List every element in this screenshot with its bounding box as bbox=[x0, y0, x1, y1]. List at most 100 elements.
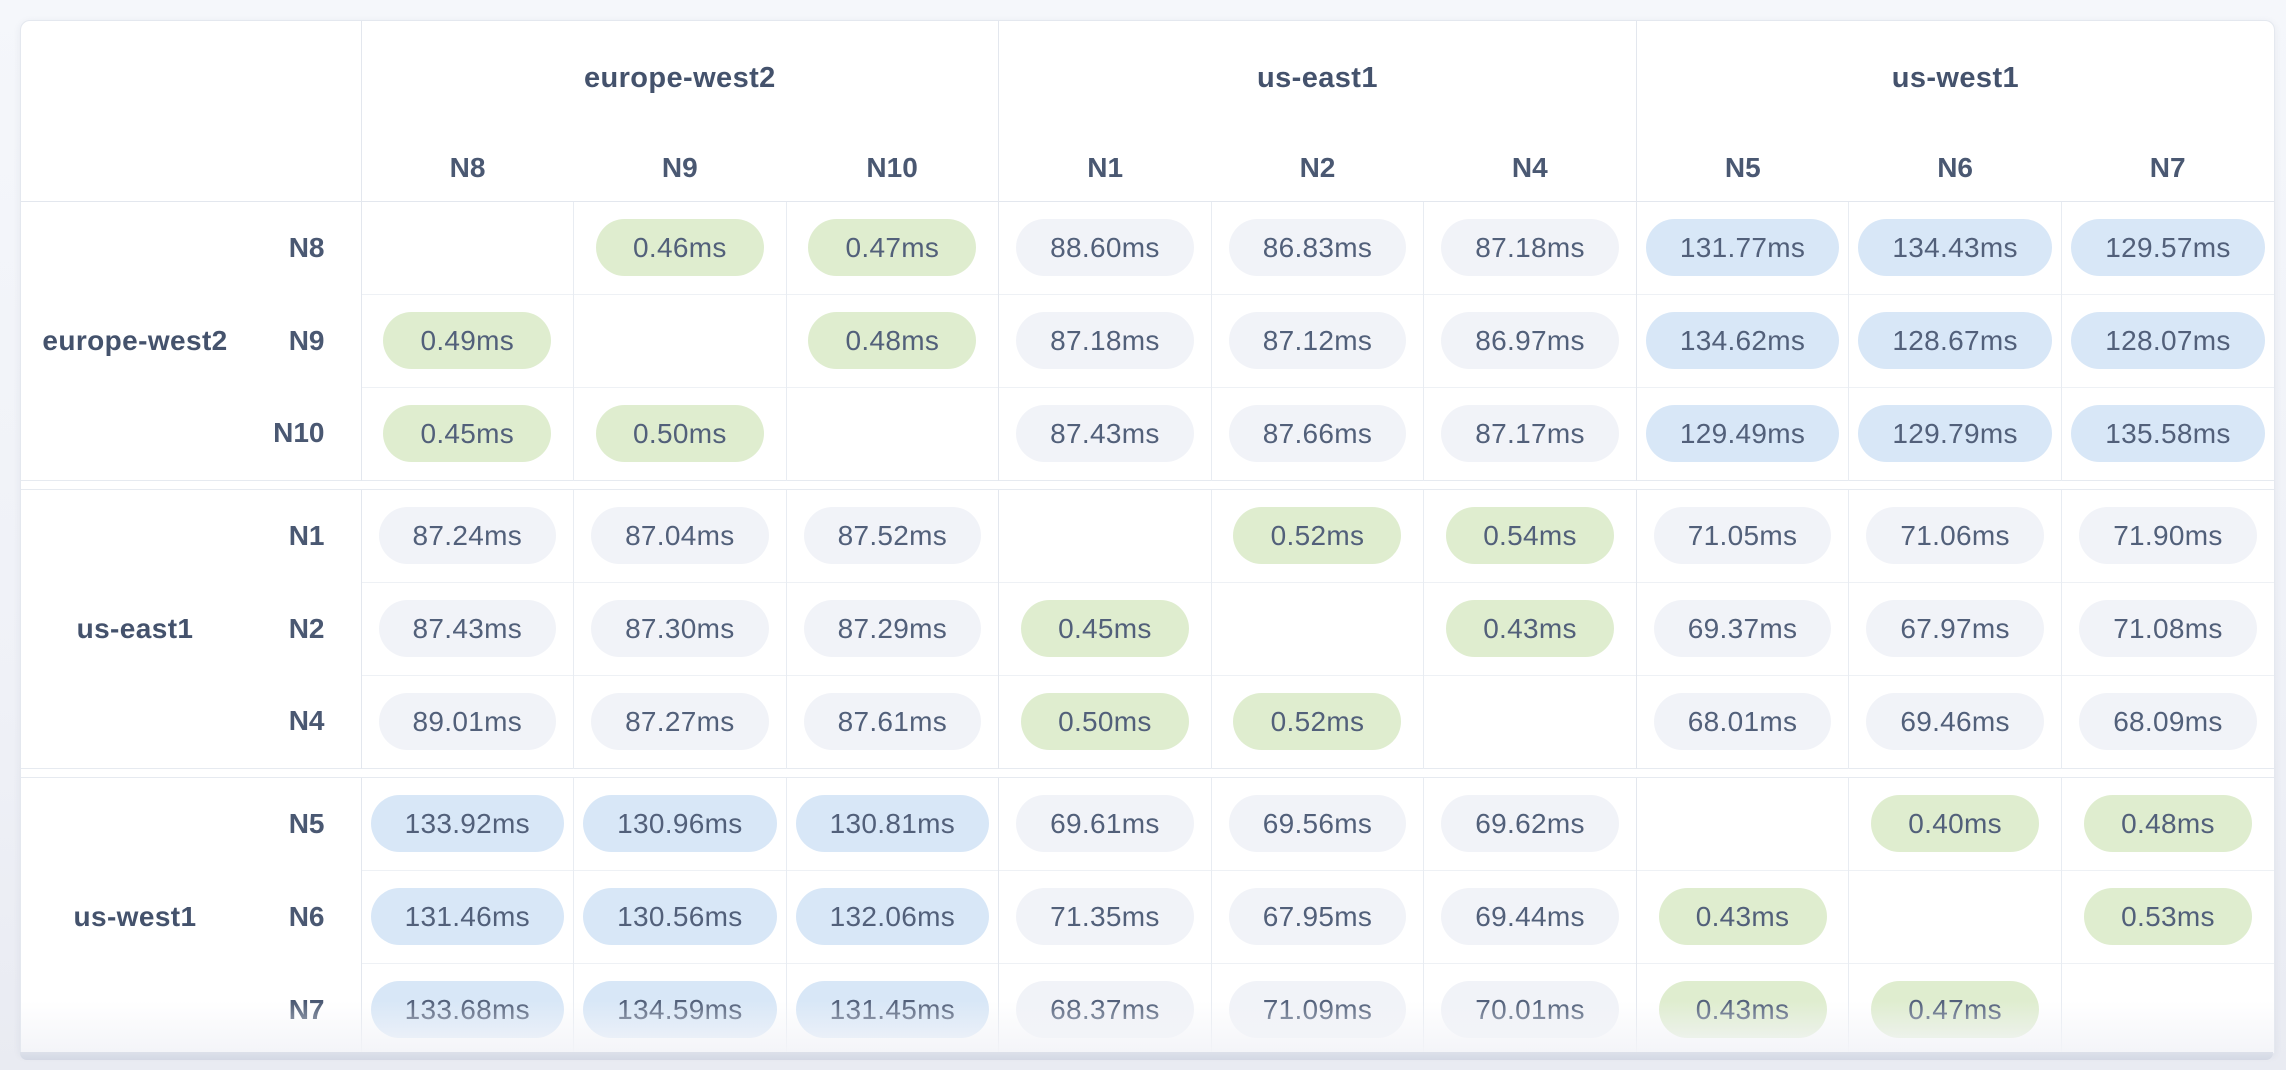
table-row: N9 0.49ms 0.48ms 87.18ms 87.12ms 86.97ms 134.6… bbox=[21, 293, 2274, 387]
latency-cell bbox=[360, 200, 574, 294]
latency-pill: 89.01ms bbox=[378, 693, 557, 750]
latency-cell bbox=[1423, 674, 1637, 768]
latency-pill: 0.50ms bbox=[1020, 693, 1189, 750]
latency-pill: 130.96ms bbox=[583, 795, 777, 852]
latency-cell: 86.83ms bbox=[1210, 200, 1424, 294]
latency-cell: 87.18ms bbox=[1423, 200, 1637, 294]
table-row: us-east1 N1 87.24ms 87.04ms 87.52ms 0.52ms 0.5… bbox=[21, 489, 2274, 644]
latency-cell: 69.61ms bbox=[998, 777, 1212, 870]
group-separator bbox=[21, 479, 2274, 490]
node-column-header: N2 bbox=[1299, 151, 1336, 183]
latency-cell: 70.01ms bbox=[1423, 962, 1637, 1053]
latency-cell: 0.40ms bbox=[1848, 777, 2062, 870]
latency-cell: 71.90ms bbox=[2060, 489, 2274, 582]
latency-cell: 87.43ms bbox=[360, 581, 574, 675]
latency-cell: 135.58ms bbox=[2060, 386, 2274, 480]
node-column-header: N9 bbox=[661, 151, 698, 183]
latency-cell: 0.53ms bbox=[2060, 869, 2274, 963]
latency-pill: 0.48ms bbox=[2083, 795, 2252, 852]
group-separator-row bbox=[21, 767, 2274, 778]
latency-cell: 87.17ms bbox=[1423, 386, 1637, 480]
latency-cell: 134.62ms bbox=[1635, 293, 1849, 387]
table-row: europe-west2 N8 0.46ms 0.47ms 88.60ms 86.83ms… bbox=[21, 200, 2274, 480]
region-group-header: us-east1 bbox=[998, 21, 1637, 135]
table-row: N10 0.45ms 0.50ms 87.43ms 87.66ms 87.17ms 129.… bbox=[21, 386, 2274, 480]
latency-pill: 132.06ms bbox=[795, 888, 990, 945]
node-column-header: N1 bbox=[998, 135, 1212, 201]
latency-cell: 69.37ms bbox=[1635, 581, 1849, 675]
latency-pill: 69.61ms bbox=[1016, 795, 1194, 852]
latency-cell: 87.30ms bbox=[573, 581, 787, 675]
latency-pill: 0.43ms bbox=[1658, 981, 1827, 1039]
latency-cell: 0.50ms bbox=[998, 674, 1212, 768]
latency-pill: 71.90ms bbox=[2079, 507, 2257, 564]
latency-cell: 69.62ms bbox=[1423, 777, 1637, 870]
latency-pill: 87.29ms bbox=[803, 600, 982, 657]
latency-cell: 134.43ms bbox=[1848, 200, 2062, 294]
latency-cell: 131.46ms bbox=[360, 869, 574, 963]
latency-cell: 0.48ms bbox=[785, 293, 999, 387]
node-row-label: N8 bbox=[249, 200, 361, 294]
node-row-label: N4 bbox=[288, 705, 325, 737]
latency-pill: 130.81ms bbox=[795, 795, 990, 852]
node-row-label: N2 bbox=[288, 612, 325, 644]
latency-pill: 69.44ms bbox=[1441, 888, 1619, 945]
latency-cell bbox=[1848, 869, 2062, 963]
latency-cell: 0.50ms bbox=[573, 386, 787, 480]
latency-cell: 132.06ms bbox=[785, 869, 999, 963]
latency-cell bbox=[2060, 962, 2274, 1053]
latency-cell: 0.45ms bbox=[360, 386, 574, 480]
latency-cell: 69.56ms bbox=[1210, 777, 1424, 870]
node-header-row: N8 N9 N10 N1 N2 N4 N5 N6 N7 bbox=[21, 135, 2274, 201]
horizontal-scrollbar[interactable] bbox=[20, 1052, 2273, 1060]
latency-cell bbox=[1210, 581, 1424, 675]
latency-cell: 0.45ms bbox=[998, 581, 1212, 675]
latency-pill: 0.43ms bbox=[1658, 888, 1827, 945]
latency-pill: 0.53ms bbox=[2083, 888, 2252, 945]
node-column-header: N8 bbox=[360, 135, 574, 201]
latency-cell: 131.77ms bbox=[1635, 200, 1849, 294]
latency-pill: 131.45ms bbox=[795, 981, 990, 1039]
latency-pill: 70.01ms bbox=[1441, 981, 1619, 1039]
latency-cell: 87.66ms bbox=[1210, 386, 1424, 480]
region-group-rows: us-west1 N5 133.92ms 130.96ms 130.81ms 69.61m… bbox=[21, 777, 2274, 1053]
latency-cell bbox=[785, 386, 999, 480]
node-column-header: N7 bbox=[2149, 151, 2186, 183]
region-row-label: us-east1 bbox=[76, 612, 194, 644]
latency-pill: 87.18ms bbox=[1016, 312, 1194, 369]
latency-cell: 130.81ms bbox=[785, 777, 999, 870]
latency-pill: 71.08ms bbox=[2079, 600, 2257, 657]
latency-pill: 0.52ms bbox=[1233, 693, 1402, 750]
latency-cell: 0.47ms bbox=[785, 200, 999, 294]
group-separator-cell bbox=[21, 479, 2274, 490]
latency-pill: 71.05ms bbox=[1653, 507, 1832, 564]
region-group-rows: europe-west2 N8 0.46ms 0.47ms 88.60ms 86.83ms… bbox=[21, 200, 2274, 480]
latency-pill: 67.95ms bbox=[1228, 888, 1407, 945]
latency-cell: 71.35ms bbox=[998, 869, 1212, 963]
latency-pill: 87.30ms bbox=[591, 600, 769, 657]
latency-cell: 0.46ms bbox=[573, 200, 787, 294]
latency-cell: 87.61ms bbox=[785, 674, 999, 768]
latency-pill: 131.77ms bbox=[1645, 219, 1840, 276]
latency-cell bbox=[1635, 777, 1849, 870]
latency-cell: 128.07ms bbox=[2060, 293, 2274, 387]
latency-cell: 87.04ms bbox=[573, 489, 787, 582]
latency-cell: 129.57ms bbox=[2060, 200, 2274, 294]
latency-cell: 67.95ms bbox=[1210, 869, 1424, 963]
latency-pill: 87.04ms bbox=[591, 507, 769, 564]
latency-pill: 87.17ms bbox=[1441, 405, 1619, 462]
latency-pill: 87.43ms bbox=[378, 600, 557, 657]
latency-cell: 68.37ms bbox=[998, 962, 1212, 1053]
latency-cell: 0.47ms bbox=[1848, 962, 2062, 1053]
latency-pill: 0.49ms bbox=[383, 312, 552, 369]
region-group-header: us-west1 bbox=[1635, 21, 2274, 135]
latency-pill: 0.46ms bbox=[595, 219, 764, 276]
latency-matrix-table: europe-west2 us-east1 us-west1 N8 N9 N10 N1 N2 N… bbox=[21, 21, 2274, 1053]
latency-pill: 69.46ms bbox=[1866, 693, 2044, 750]
latency-pill: 71.35ms bbox=[1016, 888, 1194, 945]
latency-pill: 87.24ms bbox=[378, 507, 557, 564]
table-row: N7 133.68ms 134.59ms 131.45ms 68.37ms 71.09ms… bbox=[21, 962, 2274, 1053]
latency-pill: 135.58ms bbox=[2071, 405, 2265, 462]
latency-cell: 88.60ms bbox=[998, 200, 1212, 294]
latency-cell: 0.43ms bbox=[1635, 869, 1849, 963]
